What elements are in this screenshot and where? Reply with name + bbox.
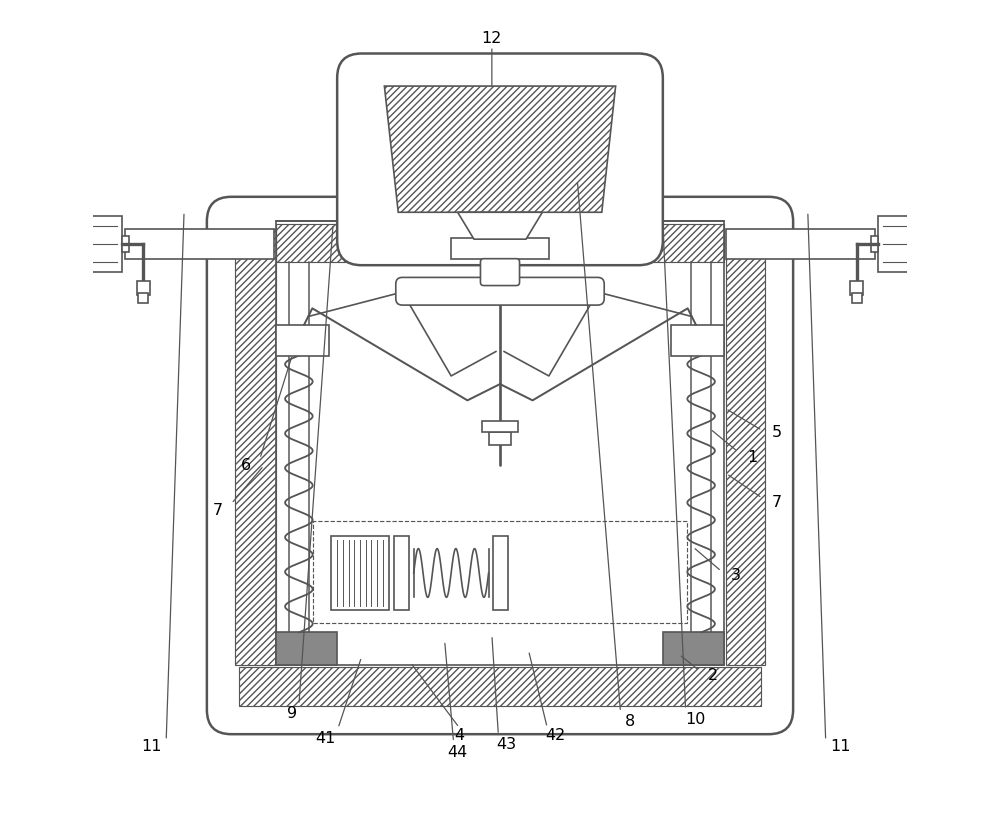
Text: 4: 4 bbox=[454, 728, 464, 743]
Text: 3: 3 bbox=[731, 568, 741, 583]
Bar bbox=[394, 535, 409, 610]
Bar bbox=[878, 217, 925, 272]
Text: 6: 6 bbox=[241, 458, 251, 473]
FancyBboxPatch shape bbox=[396, 278, 604, 305]
Bar bbox=[852, 292, 862, 302]
Polygon shape bbox=[384, 86, 616, 212]
Bar bbox=[75, 217, 122, 272]
Bar bbox=[125, 229, 274, 260]
Bar bbox=[276, 224, 386, 262]
Bar bbox=[235, 230, 276, 665]
Text: 2: 2 bbox=[708, 668, 718, 683]
Bar bbox=[614, 224, 724, 262]
Bar bbox=[276, 324, 329, 355]
Bar bbox=[482, 421, 518, 432]
Text: 41: 41 bbox=[315, 730, 335, 746]
Text: 12: 12 bbox=[482, 30, 502, 46]
Text: 11: 11 bbox=[141, 739, 162, 754]
Text: 10: 10 bbox=[685, 712, 706, 727]
Bar bbox=[451, 239, 549, 260]
Bar bbox=[276, 632, 337, 665]
Bar bbox=[726, 229, 875, 260]
Text: 7: 7 bbox=[212, 502, 223, 518]
Text: 9: 9 bbox=[287, 707, 297, 721]
Bar bbox=[137, 282, 150, 294]
Text: 44: 44 bbox=[448, 744, 468, 760]
Bar bbox=[850, 282, 863, 294]
Bar bbox=[239, 667, 761, 706]
Bar bbox=[138, 292, 148, 302]
Text: 42: 42 bbox=[545, 728, 565, 743]
Text: 5: 5 bbox=[772, 426, 782, 440]
FancyBboxPatch shape bbox=[207, 197, 793, 734]
Text: 7: 7 bbox=[772, 494, 782, 510]
Text: 43: 43 bbox=[496, 737, 517, 752]
Bar bbox=[239, 667, 761, 706]
Bar bbox=[671, 324, 724, 355]
Bar bbox=[235, 230, 276, 665]
Text: 8: 8 bbox=[625, 715, 635, 730]
Bar bbox=[489, 432, 511, 445]
Bar bbox=[276, 221, 724, 665]
Bar bbox=[122, 236, 129, 252]
Bar bbox=[313, 521, 687, 623]
Text: 1: 1 bbox=[747, 450, 758, 465]
FancyBboxPatch shape bbox=[337, 53, 663, 266]
Bar bbox=[663, 632, 724, 665]
Text: 11: 11 bbox=[830, 739, 851, 754]
Bar bbox=[331, 535, 389, 610]
Bar bbox=[276, 224, 386, 262]
Bar bbox=[493, 535, 508, 610]
Bar bbox=[871, 236, 878, 252]
Polygon shape bbox=[458, 212, 542, 239]
Bar bbox=[726, 230, 765, 665]
Bar bbox=[726, 230, 765, 665]
FancyBboxPatch shape bbox=[480, 259, 520, 286]
Bar bbox=[614, 224, 724, 262]
